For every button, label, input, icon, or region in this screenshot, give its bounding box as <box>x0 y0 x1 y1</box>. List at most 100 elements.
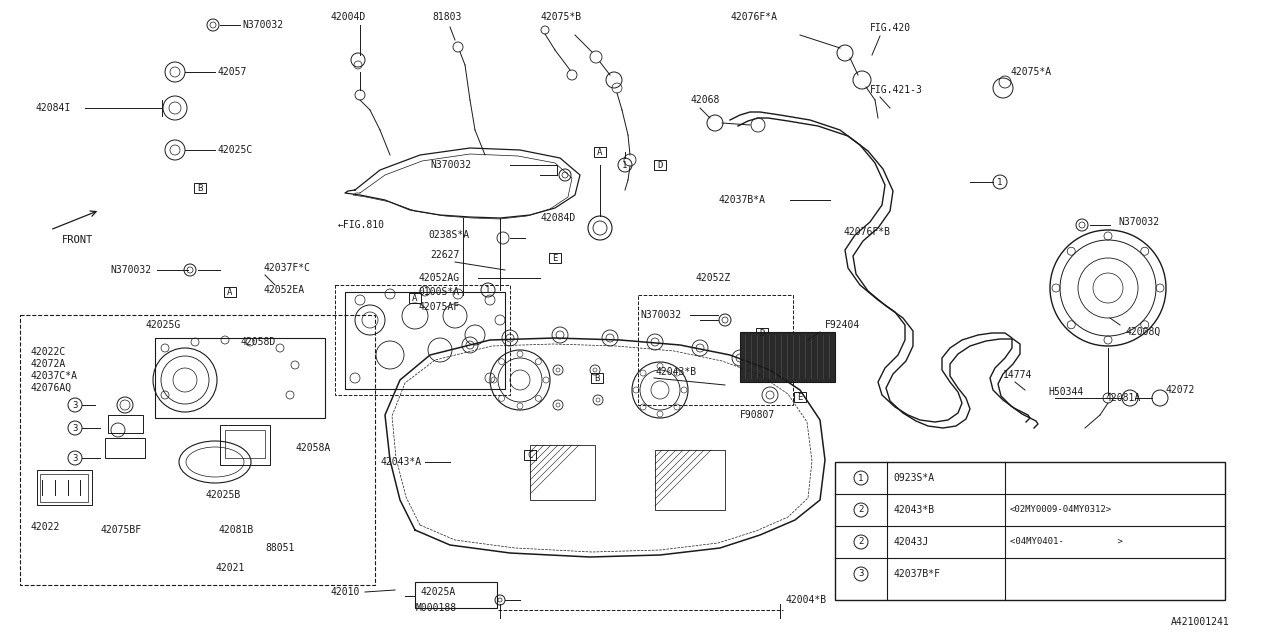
Bar <box>524 450 536 460</box>
Bar <box>224 287 236 297</box>
Text: 14774: 14774 <box>1004 370 1033 380</box>
Bar <box>591 373 603 383</box>
Text: A421001241: A421001241 <box>1171 617 1230 627</box>
Text: <04MY0401-          >: <04MY0401- > <box>1010 538 1123 547</box>
Bar <box>756 328 768 338</box>
Text: 3: 3 <box>72 401 78 410</box>
Bar <box>108 415 143 433</box>
Bar <box>654 160 666 170</box>
Text: 0238S*A: 0238S*A <box>428 230 470 240</box>
Text: 88051: 88051 <box>265 543 294 553</box>
Bar <box>40 474 88 502</box>
Text: 42043J: 42043J <box>893 537 928 547</box>
Text: 42010: 42010 <box>330 587 360 597</box>
Text: 42052AG: 42052AG <box>419 273 460 283</box>
Bar <box>740 332 835 382</box>
Text: 42057: 42057 <box>218 67 246 77</box>
Bar <box>410 293 421 303</box>
Text: 42043*A: 42043*A <box>380 457 421 467</box>
Text: A: A <box>228 287 233 296</box>
Text: 42052EA: 42052EA <box>262 285 305 295</box>
Text: 42037B*A: 42037B*A <box>718 195 765 205</box>
Text: 42076F*A: 42076F*A <box>730 12 777 22</box>
Bar <box>346 292 506 389</box>
Text: F90807: F90807 <box>740 410 776 420</box>
Text: 42072A: 42072A <box>29 359 65 369</box>
Text: 1: 1 <box>997 177 1002 186</box>
Text: 42058D: 42058D <box>241 337 275 347</box>
Text: 42075AF: 42075AF <box>419 302 460 312</box>
Text: M000188: M000188 <box>416 603 457 613</box>
Bar <box>20 315 375 585</box>
Text: 42081B: 42081B <box>218 525 253 535</box>
Bar <box>594 147 605 157</box>
Text: N370032: N370032 <box>640 310 681 320</box>
Text: FIG.420: FIG.420 <box>870 23 911 33</box>
Text: <02MY0009-04MY0312>: <02MY0009-04MY0312> <box>1010 506 1112 515</box>
Text: 42052Z: 42052Z <box>695 273 731 283</box>
Bar <box>655 450 724 510</box>
Bar <box>335 285 509 395</box>
Text: F92404: F92404 <box>826 320 860 330</box>
Bar <box>105 438 145 458</box>
Bar <box>155 338 325 418</box>
Bar <box>549 253 561 263</box>
Text: 42037F*C: 42037F*C <box>262 263 310 273</box>
Text: 42043*B: 42043*B <box>893 505 934 515</box>
Bar <box>794 392 806 402</box>
Text: 42025B: 42025B <box>205 490 241 500</box>
Bar <box>637 295 794 405</box>
Text: 0923S*A: 0923S*A <box>893 473 934 483</box>
Text: 42022C: 42022C <box>29 347 65 357</box>
Text: 42037C*A: 42037C*A <box>29 371 77 381</box>
Text: 3: 3 <box>72 424 78 433</box>
Text: 42076AQ: 42076AQ <box>29 383 72 393</box>
Bar <box>37 470 92 505</box>
Text: 42037B*F: 42037B*F <box>893 569 940 579</box>
Text: 3: 3 <box>859 570 864 579</box>
Text: H50344: H50344 <box>1048 387 1083 397</box>
Text: 42004*B: 42004*B <box>785 595 826 605</box>
Text: 22627: 22627 <box>430 250 460 260</box>
Text: A: A <box>412 294 417 303</box>
Text: 42084D: 42084D <box>540 213 575 223</box>
Text: A: A <box>598 147 603 157</box>
Bar <box>835 462 1225 600</box>
Text: B: B <box>197 184 202 193</box>
Text: 42075*B: 42075*B <box>540 12 581 22</box>
Text: 1: 1 <box>622 161 627 170</box>
Bar <box>195 183 206 193</box>
Text: E: E <box>797 392 803 401</box>
Text: 2: 2 <box>859 538 864 547</box>
Text: 42075BF: 42075BF <box>100 525 141 535</box>
Text: 42072: 42072 <box>1165 385 1194 395</box>
Text: 42008Q: 42008Q <box>1125 327 1160 337</box>
Text: E: E <box>552 253 558 262</box>
Bar <box>225 430 265 458</box>
Text: 81803: 81803 <box>433 12 461 22</box>
Text: 42043*B: 42043*B <box>655 367 696 377</box>
Text: 42025G: 42025G <box>145 320 180 330</box>
Text: 42025C: 42025C <box>218 145 252 155</box>
Text: B: B <box>594 374 600 383</box>
Text: 42075*A: 42075*A <box>1010 67 1051 77</box>
Text: 42058A: 42058A <box>294 443 330 453</box>
Text: N370032: N370032 <box>110 265 151 275</box>
Bar <box>415 582 497 608</box>
Text: D: D <box>759 328 764 337</box>
Text: 42021: 42021 <box>215 563 244 573</box>
Text: 42022: 42022 <box>29 522 59 532</box>
Text: 42004D: 42004D <box>330 12 365 22</box>
Text: 2: 2 <box>859 506 864 515</box>
Text: 42076F*B: 42076F*B <box>844 227 890 237</box>
Text: D: D <box>658 161 663 170</box>
Text: ←FIG.810: ←FIG.810 <box>338 220 385 230</box>
Text: N370032: N370032 <box>430 160 471 170</box>
Text: 3: 3 <box>72 454 78 463</box>
Text: N370032: N370032 <box>1117 217 1160 227</box>
Text: C: C <box>527 451 532 460</box>
Text: FIG.421-3: FIG.421-3 <box>870 85 923 95</box>
Text: 1: 1 <box>859 474 864 483</box>
Bar <box>220 425 270 465</box>
Text: 42084I: 42084I <box>35 103 70 113</box>
